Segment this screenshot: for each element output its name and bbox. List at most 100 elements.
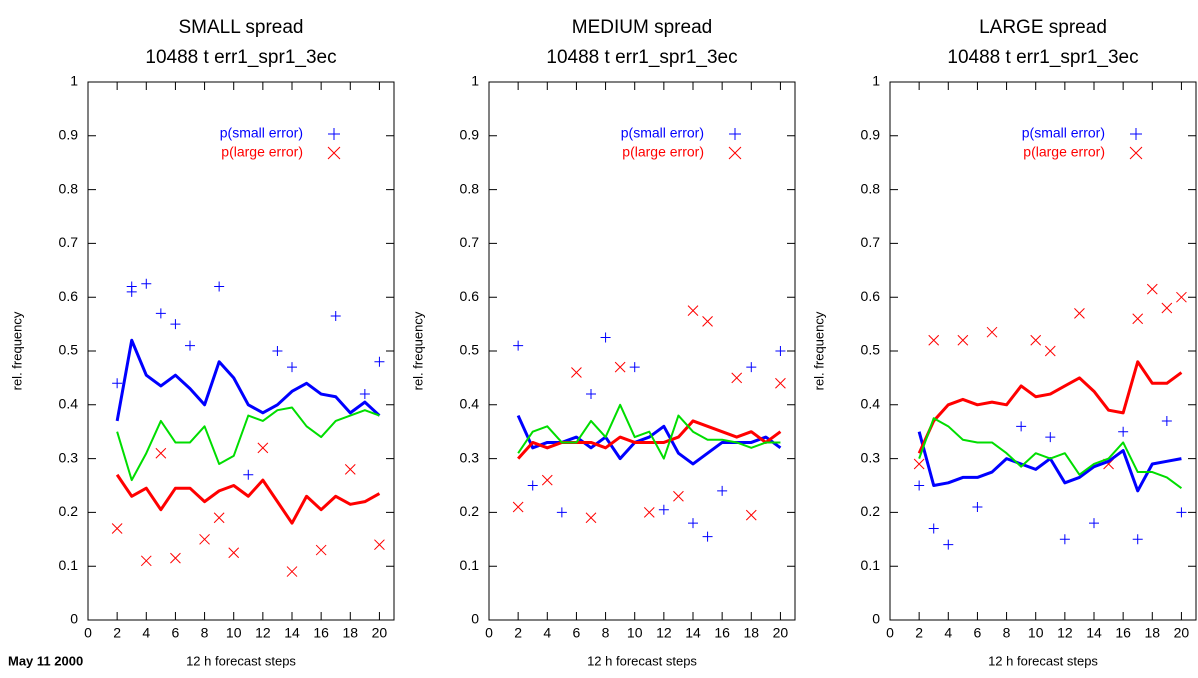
chart-title: SMALL spread	[179, 17, 304, 38]
legend-marker	[729, 128, 741, 140]
point	[928, 523, 939, 534]
point	[359, 389, 370, 400]
point	[155, 308, 166, 319]
x-tick-label: 4	[142, 625, 150, 641]
point	[141, 278, 152, 289]
point	[643, 507, 655, 518]
point	[629, 362, 640, 373]
mean-line	[917, 360, 1183, 454]
x-tick-label: 0	[84, 625, 92, 641]
point	[687, 305, 699, 317]
x-tick-label: 6	[172, 625, 180, 641]
chart-title: MEDIUM spread	[572, 17, 712, 38]
point	[140, 555, 152, 567]
mean-line	[918, 417, 1183, 489]
point	[330, 311, 341, 322]
point	[673, 490, 684, 502]
point	[243, 469, 254, 480]
mean-line	[115, 473, 381, 525]
point	[745, 509, 757, 521]
mean-line	[116, 406, 380, 482]
point	[586, 389, 596, 400]
y-tick-label: 0.8	[59, 180, 79, 196]
y-tick-label: 0.4	[59, 396, 79, 412]
x-axis-label: 12 h forecast steps	[587, 653, 697, 668]
y-tick-label: 0	[872, 611, 880, 627]
x-tick-label: 10	[226, 625, 242, 641]
point	[600, 332, 611, 343]
y-axis-label: rel. frequency	[410, 311, 425, 390]
y-axis-label: rel. frequency	[9, 311, 24, 390]
chart-subtitle: 10488 t err1_spr1_3ec	[145, 47, 336, 68]
point	[374, 539, 385, 551]
y-tick-label: 0.2	[460, 503, 480, 519]
point	[972, 502, 983, 513]
y-tick-label: 0.1	[460, 557, 480, 573]
x-tick-label: 0	[886, 625, 894, 641]
x-tick-label: 20	[372, 625, 388, 641]
mean-line	[517, 419, 782, 460]
x-tick-label: 12	[1057, 625, 1073, 641]
point	[214, 281, 225, 292]
point	[1118, 426, 1129, 437]
x-tick-label: 0	[485, 625, 493, 641]
date-stamp: May 11 2000	[8, 653, 83, 668]
legend-marker	[1130, 128, 1142, 140]
point	[1176, 507, 1187, 518]
point	[374, 356, 385, 367]
chart-title: LARGE spread	[979, 17, 1107, 38]
x-tick-label: 14	[284, 625, 300, 641]
point	[155, 447, 167, 459]
point	[111, 523, 123, 534]
y-tick-label: 1	[872, 73, 880, 89]
legend-marker	[728, 146, 742, 160]
x-axis-label: 12 h forecast steps	[988, 653, 1098, 668]
y-tick-label: 0.3	[861, 449, 881, 465]
point	[315, 544, 327, 556]
y-tick-label: 0.2	[59, 503, 79, 519]
point	[1044, 345, 1056, 357]
point	[688, 518, 698, 529]
legend-label: p(large error)	[221, 144, 303, 160]
y-tick-label: 0.1	[861, 557, 881, 573]
point	[1059, 534, 1070, 545]
legend-label: p(large error)	[622, 144, 704, 160]
x-tick-label: 12	[255, 625, 271, 641]
point	[1132, 313, 1144, 325]
point	[717, 485, 728, 496]
point	[986, 326, 998, 338]
point	[287, 362, 297, 373]
y-tick-label: 0.7	[59, 234, 79, 250]
mean-line	[516, 414, 782, 466]
point	[257, 442, 269, 454]
point	[541, 474, 553, 486]
plot-frame	[488, 81, 796, 621]
point	[585, 512, 597, 524]
point	[272, 346, 283, 356]
y-tick-label: 0	[471, 611, 479, 627]
point	[775, 377, 786, 389]
point	[913, 458, 925, 470]
mean-line	[517, 403, 781, 460]
y-tick-label: 0.3	[460, 449, 480, 465]
y-tick-label: 0.5	[460, 342, 480, 358]
x-tick-label: 14	[685, 625, 701, 641]
point	[1016, 421, 1027, 432]
point	[731, 372, 743, 384]
point	[658, 504, 669, 515]
point	[170, 319, 181, 330]
y-tick-label: 0.3	[59, 449, 79, 465]
x-tick-label: 12	[656, 625, 672, 641]
y-tick-label: 0.4	[460, 396, 480, 412]
point	[775, 346, 786, 356]
point	[213, 512, 225, 524]
point	[914, 480, 925, 491]
y-tick-label: 0.9	[460, 127, 480, 143]
x-tick-label: 16	[1115, 625, 1131, 641]
x-tick-label: 4	[944, 625, 952, 641]
x-tick-label: 18	[1144, 625, 1160, 641]
point	[614, 361, 626, 373]
point	[344, 464, 356, 475]
point	[1161, 415, 1172, 426]
